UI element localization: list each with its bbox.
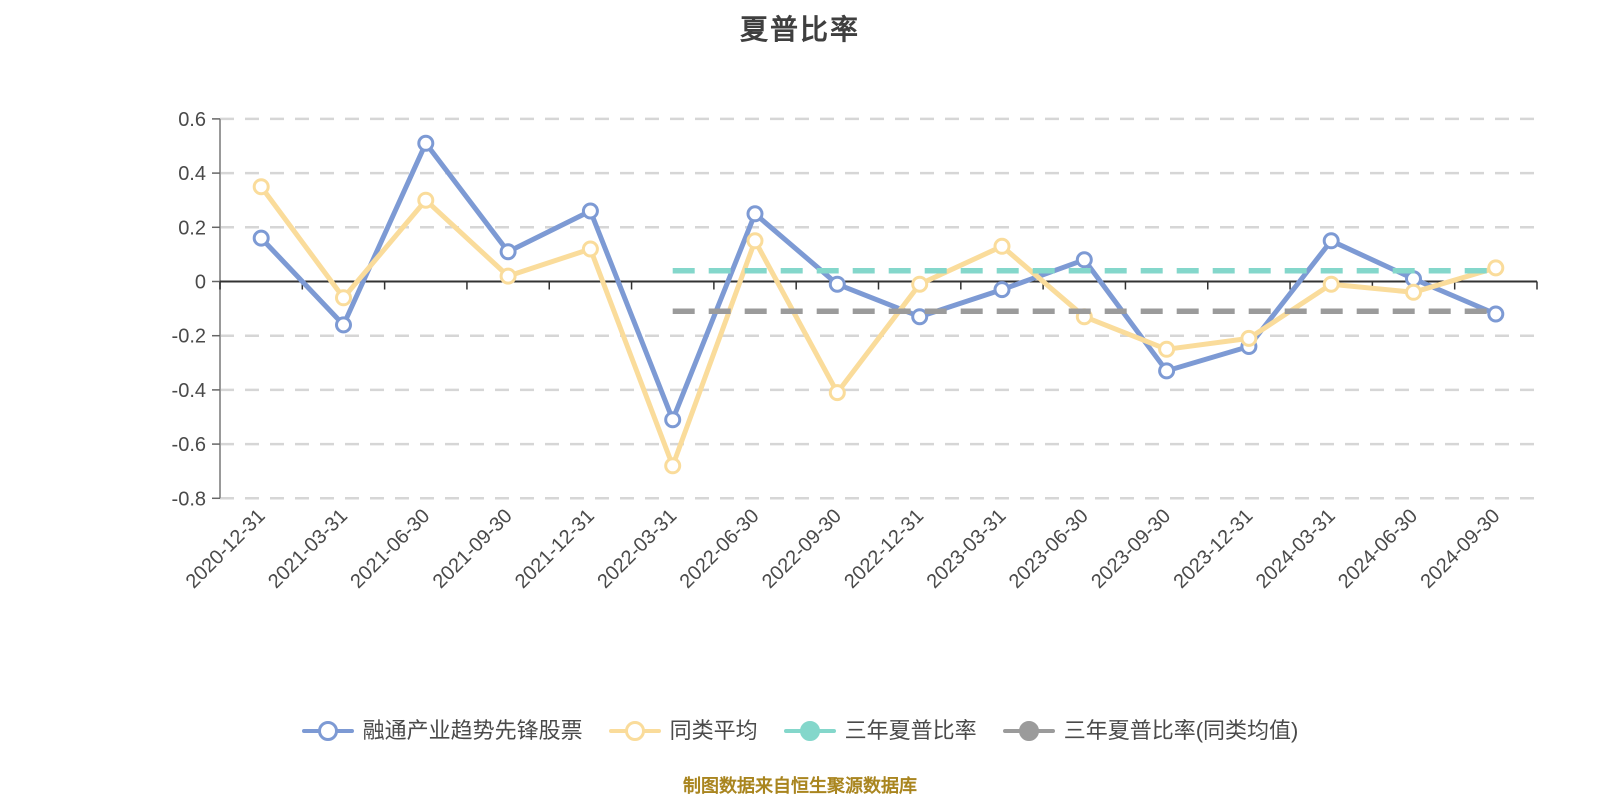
- y-axis-label: -0.6: [172, 434, 206, 456]
- y-axis-label: -0.4: [172, 380, 206, 402]
- legend-item-label: 融通产业趋势先锋股票: [362, 718, 583, 743]
- x-axis-label: 2024-03-31: [1252, 505, 1340, 593]
- legend-line-icon: [301, 721, 354, 741]
- data-point-fund: [993, 281, 1011, 299]
- data-source-note: 制图数据来自恒生聚源数据库: [683, 776, 917, 796]
- series-line-fund: [259, 140, 1497, 423]
- data-point-fund: [911, 308, 929, 326]
- data-point-fund: [335, 316, 352, 334]
- x-axis-label: 2024-06-30: [1334, 505, 1422, 593]
- legend-line-icon: [1002, 721, 1055, 741]
- data-point-fund: [1487, 305, 1505, 323]
- legend-dot-icon: [1018, 721, 1039, 741]
- y-axis-label: 0.4: [178, 163, 206, 185]
- data-point-peer-average: [993, 237, 1011, 255]
- data-point-peer-average: [1322, 275, 1340, 293]
- data-point-peer-average: [911, 275, 929, 293]
- y-axis-label: 0.2: [178, 217, 206, 239]
- y-axis-label: 0: [195, 272, 206, 294]
- legend-item-fund[interactable]: 融通产业趋势先锋股票: [301, 718, 583, 743]
- x-axis-label: 2022-03-31: [593, 505, 681, 593]
- y-axis-label: 0.6: [178, 109, 206, 131]
- data-point-peer-average: [746, 232, 764, 250]
- data-point-fund: [417, 134, 435, 152]
- data-point-peer-average: [417, 191, 435, 209]
- x-axis-label: 2022-09-30: [758, 505, 846, 593]
- legend-dot-icon: [799, 721, 820, 741]
- x-axis-label: 2023-09-30: [1087, 505, 1175, 593]
- data-point-peer-average: [581, 240, 599, 258]
- data-point-peer-average: [1240, 329, 1258, 347]
- x-axis-label: 2021-12-31: [511, 505, 599, 593]
- data-point-fund: [1075, 251, 1093, 269]
- x-axis-label: 2023-03-31: [923, 505, 1011, 593]
- x-axis-label: 2022-06-30: [676, 505, 764, 593]
- chart-canvas: 0.60.40.20-0.2-0.4-0.6-0.82020-12-312021…: [172, 109, 1538, 593]
- data-point-fund: [499, 243, 517, 261]
- data-point-fund: [1322, 232, 1340, 250]
- data-point-fund: [252, 229, 270, 247]
- legend: 融通产业趋势先锋股票 同类平均 三年夏普比率 三年夏普比率(同类均值): [0, 720, 1600, 742]
- data-point-fund: [581, 202, 599, 220]
- x-axis-label: 2021-06-30: [346, 505, 434, 593]
- y-axis-label: -0.8: [172, 488, 206, 510]
- data-point-peer-average: [1405, 283, 1422, 301]
- data-point-fund: [828, 275, 846, 293]
- legend-item-label: 三年夏普比率(同类均值): [1063, 718, 1299, 743]
- x-axis-label: 2024-09-30: [1416, 505, 1504, 593]
- data-point-fund: [1405, 270, 1422, 288]
- data-point-peer-average: [252, 178, 270, 196]
- legend-item-3y-sharpe-peer[interactable]: 三年夏普比率(同类均值): [1002, 718, 1299, 743]
- chart-title: 夏普比率: [739, 14, 860, 45]
- x-axis-label: 2022-12-31: [840, 505, 928, 593]
- data-point-peer-average: [499, 267, 517, 285]
- legend-item-peer-average[interactable]: 同类平均: [608, 718, 758, 743]
- x-axis-label: 2021-03-31: [264, 505, 352, 593]
- legend-line-icon: [783, 721, 836, 741]
- data-point-peer-average: [335, 289, 352, 307]
- legend-item-3y-sharpe[interactable]: 三年夏普比率: [783, 718, 977, 743]
- data-point-peer-average: [1158, 340, 1176, 358]
- data-point-peer-average: [828, 384, 846, 402]
- series-line-peer-average: [259, 185, 1497, 469]
- legend-dot-icon: [624, 721, 645, 741]
- y-axis-label: -0.2: [172, 326, 206, 348]
- data-point-fund: [746, 205, 764, 223]
- data-point-fund: [664, 411, 682, 429]
- x-axis-label: 2023-12-31: [1170, 505, 1258, 593]
- x-axis-label: 2023-06-30: [1005, 505, 1093, 593]
- data-point-fund: [1158, 362, 1176, 380]
- x-axis-label: 2020-12-31: [182, 505, 270, 593]
- data-point-peer-average: [1487, 259, 1505, 277]
- x-axis-label: 2021-09-30: [429, 505, 517, 593]
- legend-item-label: 三年夏普比率: [844, 718, 977, 743]
- series-peer-average: [252, 178, 1505, 475]
- data-point-peer-average: [664, 457, 682, 475]
- legend-line-icon: [608, 721, 661, 741]
- legend-dot-icon: [317, 721, 338, 741]
- legend-item-label: 同类平均: [669, 718, 758, 743]
